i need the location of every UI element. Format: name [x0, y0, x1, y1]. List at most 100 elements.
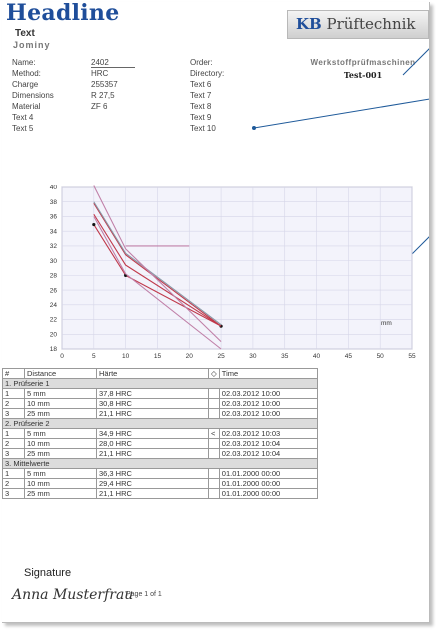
table-cell: 34,9 HRC: [97, 429, 209, 439]
table-header-cell: ◇: [209, 369, 220, 379]
y-tick-label: 26: [50, 287, 58, 294]
table-cell: 5 mm: [25, 469, 97, 479]
table-cell: 2: [3, 479, 25, 489]
table-cell: <: [209, 429, 220, 439]
table-cell: 25 mm: [25, 489, 97, 499]
x-tick-label: 5: [92, 353, 96, 360]
table-cell: 02.03.2012 10:03: [219, 429, 317, 439]
table-cell: 2: [3, 399, 25, 409]
x-tick-label: 50: [377, 353, 385, 360]
jominy-chart: 0 5 10 15 20 25 30 35 40 45 50 55 18 20 22 24 26 28 30 32 34…: [42, 185, 422, 365]
table-row: 3 25 mm 21,1 HRC 01.01.2000 00:00: [3, 489, 318, 499]
table-header-row: # Distance Härte ◇ Time: [3, 369, 318, 379]
table-row: 2 10 mm 30,8 HRC 02.03.2012 10:00: [3, 399, 318, 409]
table-cell: 1: [3, 429, 25, 439]
data-point: [92, 223, 95, 226]
table-cell: [209, 389, 220, 399]
callout-line-fields: [254, 98, 429, 128]
group-title: 3. Mittelwerte: [3, 459, 318, 469]
callout-line-logo: [403, 42, 429, 75]
table-cell: 21,1 HRC: [97, 409, 209, 419]
x-tick-label: 45: [345, 353, 353, 360]
table-cell: 02.03.2012 10:00: [219, 399, 317, 409]
group-row: 3. Mittelwerte: [3, 459, 318, 469]
group-row: 2. Prüfserie 2: [3, 419, 318, 429]
plot-area: [62, 187, 412, 349]
y-tick-label: 40: [50, 185, 58, 191]
table-cell: 2: [3, 439, 25, 449]
y-tick-label: 32: [50, 243, 58, 250]
table-row: 2 10 mm 28,0 HRC 02.03.2012 10:04: [3, 439, 318, 449]
group-title: 1. Prüfserie 1: [3, 379, 318, 389]
table-cell: [209, 489, 220, 499]
table-cell: 5 mm: [25, 429, 97, 439]
x-tick-label: 30: [249, 353, 257, 360]
table-header-cell: Time: [219, 369, 317, 379]
table-header-cell: Distance: [25, 369, 97, 379]
table-cell: 02.03.2012 10:04: [219, 449, 317, 459]
table-cell: 37,8 HRC: [97, 389, 209, 399]
report-page: Headline Text Jominy KB Prüftechnik Werk…: [2, 2, 430, 623]
table-cell: 02.03.2012 10:04: [219, 439, 317, 449]
x-tick-label: 55: [408, 353, 416, 360]
table-cell: [209, 449, 220, 459]
table-cell: 10 mm: [25, 399, 97, 409]
x-tick-label: 35: [281, 353, 289, 360]
y-tick-label: 20: [50, 331, 58, 338]
table-cell: [209, 439, 220, 449]
table-cell: 3: [3, 449, 25, 459]
x-tick-label: 20: [186, 353, 194, 360]
table-cell: 21,1 HRC: [97, 449, 209, 459]
group-row: 1. Prüfserie 1: [3, 379, 318, 389]
bottom-rule: [2, 622, 429, 623]
page-number: Page 1 of 1: [126, 591, 162, 598]
y-tick-label: 36: [50, 214, 58, 221]
table-row: 3 25 mm 21,1 HRC 02.03.2012 10:00: [3, 409, 318, 419]
table-header-cell: Härte: [97, 369, 209, 379]
table-cell: 10 mm: [25, 479, 97, 489]
y-tick-label: 18: [50, 346, 58, 353]
table-cell: 30,8 HRC: [97, 399, 209, 409]
table-cell: [209, 479, 220, 489]
y-tick-label: 24: [50, 302, 58, 309]
table-cell: 10 mm: [25, 439, 97, 449]
table-cell: 25 mm: [25, 449, 97, 459]
table-cell: 21,1 HRC: [97, 489, 209, 499]
x-tick-label: 40: [313, 353, 321, 360]
y-tick-label: 30: [50, 258, 58, 265]
table-cell: [209, 399, 220, 409]
y-tick-label: 22: [50, 317, 58, 324]
table-cell: 36,3 HRC: [97, 469, 209, 479]
table-cell: 1: [3, 389, 25, 399]
callout-dot: [252, 126, 256, 130]
group-title: 2. Prüfserie 2: [3, 419, 318, 429]
table-cell: 1: [3, 469, 25, 479]
table-row: 3 25 mm 21,1 HRC 02.03.2012 10:04: [3, 449, 318, 459]
table-cell: 28,0 HRC: [97, 439, 209, 449]
x-tick-label: 15: [154, 353, 162, 360]
signature-label: Signature: [24, 567, 71, 579]
x-tick-label: 0: [60, 353, 64, 360]
x-tick-label: 10: [122, 353, 130, 360]
signature-handwriting: Anna Musterfrau: [12, 587, 133, 603]
table-cell: 01.01.2000 00:00: [219, 479, 317, 489]
table-cell: 3: [3, 489, 25, 499]
y-tick-label: 34: [50, 228, 58, 235]
table-cell: 25 mm: [25, 409, 97, 419]
table-cell: 02.03.2012 10:00: [219, 389, 317, 399]
x-tick-label: 25: [217, 353, 225, 360]
table-row: 2 10 mm 29,4 HRC 01.01.2000 00:00: [3, 479, 318, 489]
table-cell: [209, 409, 220, 419]
table-cell: 5 mm: [25, 389, 97, 399]
table-cell: 02.03.2012 10:00: [219, 409, 317, 419]
y-tick-label: 28: [50, 273, 58, 280]
x-axis-label: mm: [381, 320, 392, 327]
table-cell: 01.01.2000 00:00: [219, 489, 317, 499]
table-cell: [209, 469, 220, 479]
y-tick-label: 38: [50, 199, 58, 206]
table-cell: 01.01.2000 00:00: [219, 469, 317, 479]
